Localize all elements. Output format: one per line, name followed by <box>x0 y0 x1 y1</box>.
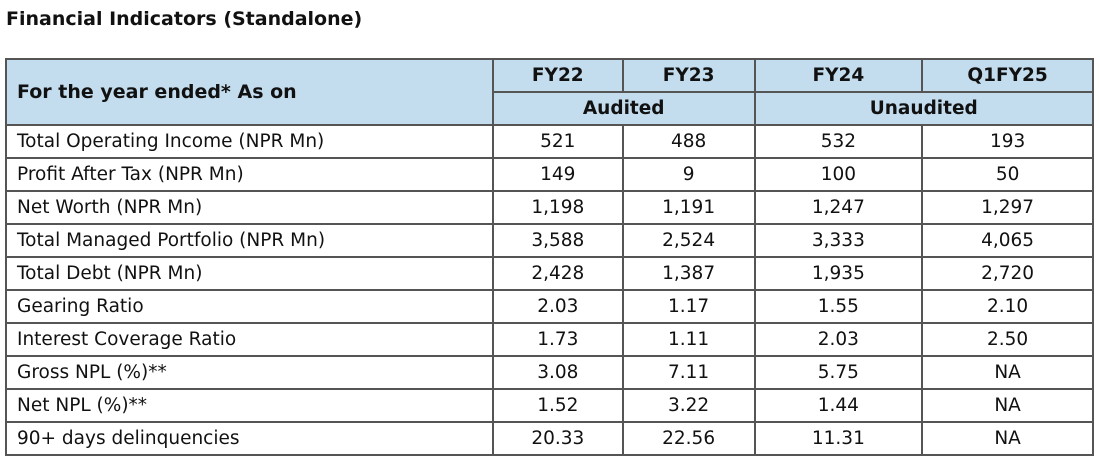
cell-value: 3.22 <box>621 388 756 423</box>
table-row: Gross NPL (%)** 3.08 7.11 5.75 NA <box>5 355 1094 390</box>
cell-value: 1,387 <box>621 256 756 291</box>
row-label: Net NPL (%)** <box>5 388 494 423</box>
row-label: Total Managed Portfolio (NPR Mn) <box>5 223 494 258</box>
cell-value: 1,247 <box>753 190 924 225</box>
cell-value: 521 <box>491 124 624 159</box>
cell-value: 20.33 <box>491 421 624 456</box>
cell-value: 193 <box>921 124 1094 159</box>
table-row: Net Worth (NPR Mn) 1,198 1,191 1,247 1,297 <box>5 190 1094 225</box>
row-label: Total Debt (NPR Mn) <box>5 256 494 291</box>
cell-value: 532 <box>753 124 924 159</box>
row-label: Gross NPL (%)** <box>5 355 494 390</box>
table-row: 90+ days delinquencies 20.33 22.56 11.31 NA <box>5 421 1094 456</box>
cell-value: 1,935 <box>753 256 924 291</box>
cell-value: 9 <box>621 157 756 192</box>
cell-value: 50 <box>921 157 1094 192</box>
row-label: Interest Coverage Ratio <box>5 322 494 357</box>
cell-value: 1.17 <box>621 289 756 324</box>
group-audited: Audited <box>491 91 756 126</box>
cell-value: 149 <box>491 157 624 192</box>
row-label: Gearing Ratio <box>5 289 494 324</box>
cell-value: 4,065 <box>921 223 1094 258</box>
cell-value: 100 <box>753 157 924 192</box>
cell-value: 2.03 <box>491 289 624 324</box>
table-row: Total Managed Portfolio (NPR Mn) 3,588 2,5… <box>5 223 1094 258</box>
cell-value: 1.73 <box>491 322 624 357</box>
table-row: Total Debt (NPR Mn) 2,428 1,387 1,935 2,720 <box>5 256 1094 291</box>
cell-value: 2.50 <box>921 322 1094 357</box>
cell-value: 7.11 <box>621 355 756 390</box>
row-label: Profit After Tax (NPR Mn) <box>5 157 494 192</box>
period-fy23: FY23 <box>621 58 756 93</box>
cell-value: 1,198 <box>491 190 624 225</box>
section-title: Financial Indicators (Standalone) <box>6 8 363 30</box>
table-row: Net NPL (%)** 1.52 3.22 1.44 NA <box>5 388 1094 423</box>
cell-value: 1.44 <box>753 388 924 423</box>
financial-indicators-table: For the year ended* As on FY22 FY23 FY24… <box>5 58 1095 456</box>
table-row: Profit After Tax (NPR Mn) 149 9 100 50 <box>5 157 1094 192</box>
cell-value: 11.31 <box>753 421 924 456</box>
cell-value: NA <box>921 355 1094 390</box>
period-fy22: FY22 <box>491 58 624 93</box>
group-unaudited: Unaudited <box>753 91 1095 126</box>
table-row: Total Operating Income (NPR Mn) 521 488 532… <box>5 124 1094 159</box>
cell-value: 3.08 <box>491 355 624 390</box>
cell-value: 2,720 <box>921 256 1094 291</box>
row-header-label: For the year ended* As on <box>5 58 494 126</box>
cell-value: 1.52 <box>491 388 624 423</box>
cell-value: NA <box>921 388 1094 423</box>
cell-value: 1.55 <box>753 289 924 324</box>
table-row: Gearing Ratio 2.03 1.17 1.55 2.10 <box>5 289 1094 324</box>
cell-value: 22.56 <box>621 421 756 456</box>
cell-value: 5.75 <box>753 355 924 390</box>
period-fy24: FY24 <box>753 58 924 93</box>
cell-value: 3,588 <box>491 223 624 258</box>
cell-value: NA <box>921 421 1094 456</box>
row-label: Net Worth (NPR Mn) <box>5 190 494 225</box>
row-label: 90+ days delinquencies <box>5 421 494 456</box>
cell-value: 2,524 <box>621 223 756 258</box>
period-q1fy25: Q1FY25 <box>921 58 1094 93</box>
cell-value: 488 <box>621 124 756 159</box>
table-row: Interest Coverage Ratio 1.73 1.11 2.03 2.50 <box>5 322 1094 357</box>
cell-value: 1,297 <box>921 190 1094 225</box>
row-label: Total Operating Income (NPR Mn) <box>5 124 494 159</box>
cell-value: 3,333 <box>753 223 924 258</box>
cell-value: 1,191 <box>621 190 756 225</box>
cell-value: 2.03 <box>753 322 924 357</box>
cell-value: 1.11 <box>621 322 756 357</box>
cell-value: 2.10 <box>921 289 1094 324</box>
cell-value: 2,428 <box>491 256 624 291</box>
